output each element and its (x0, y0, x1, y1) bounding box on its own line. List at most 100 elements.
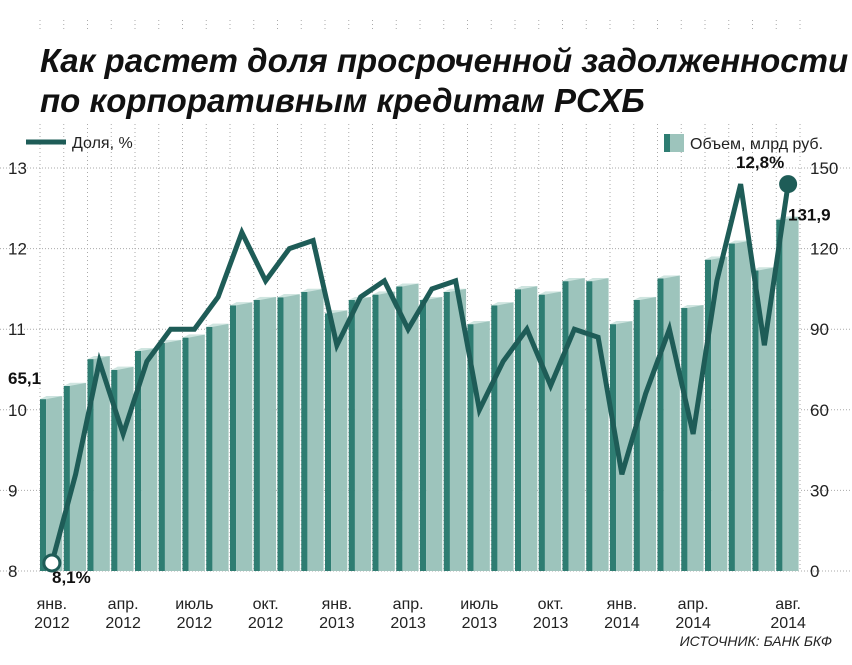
x-axis-month-label: окт. (253, 596, 279, 613)
bar-top (277, 294, 300, 298)
bar (46, 396, 63, 571)
legend-bar: Объем, млрд руб. (664, 134, 823, 153)
left-axis-tick-label: 9 (8, 481, 17, 500)
bar (568, 278, 585, 571)
bar-side (87, 359, 94, 571)
bar (141, 348, 158, 571)
left-axis-tick-label: 8 (8, 562, 17, 581)
bar-top (111, 366, 134, 370)
bar (497, 302, 514, 571)
bar (354, 296, 372, 571)
bar-top (515, 286, 538, 290)
bar-top (562, 278, 585, 282)
right-axis-tick-label: 150 (810, 159, 838, 178)
legend-bar-label: Объем, млрд руб. (690, 136, 823, 153)
source-note: ИСТОЧНИК: БАНК БКФ (680, 633, 832, 649)
bar-side (135, 351, 142, 571)
chart-title-line2: по корпоративным кредитам РСХБ (40, 82, 645, 119)
bar-top (752, 267, 775, 271)
bar-side (325, 313, 332, 571)
bar (212, 323, 229, 571)
bar-top (396, 283, 419, 287)
bar (449, 288, 467, 571)
right-axis-tick-label: 60 (810, 401, 829, 420)
bar (687, 305, 704, 571)
bar (592, 278, 609, 571)
bar (616, 321, 633, 571)
x-axis-month-label: янв. (37, 596, 67, 613)
bar-top (301, 288, 324, 292)
x-axis-year-label: 2012 (34, 615, 70, 632)
bar (711, 256, 728, 571)
bar-top (586, 278, 609, 282)
bar-side (182, 337, 189, 571)
bar-side (420, 299, 427, 571)
bar-top (681, 305, 704, 309)
bar (259, 296, 277, 571)
bar (93, 356, 110, 571)
bar (283, 294, 300, 571)
bar-side (633, 299, 640, 571)
bar (734, 240, 752, 572)
x-axis-year-label: 2012 (248, 615, 284, 632)
bar (378, 291, 395, 571)
bar-side (610, 324, 617, 571)
x-axis-year-label: 2013 (533, 615, 569, 632)
bar-top (491, 302, 514, 306)
bar-side (705, 259, 712, 571)
bar-side (538, 294, 545, 571)
bar-side (396, 286, 403, 571)
x-axis-month-label: апр. (108, 596, 139, 613)
bar-side (728, 243, 735, 572)
bar-top (230, 302, 253, 306)
title-box (20, 30, 832, 124)
bar-side (348, 299, 355, 571)
bar-side (681, 308, 688, 571)
bar-side (372, 294, 379, 571)
bar (639, 296, 657, 571)
bar-side (443, 291, 450, 571)
left-axis-tick-label: 10 (8, 401, 27, 420)
data-label: 8,1% (52, 568, 91, 587)
bar-side (657, 278, 664, 571)
bar-top (206, 323, 229, 327)
left-axis-tick-label: 12 (8, 240, 27, 259)
bar-top (728, 240, 752, 244)
bar (331, 310, 348, 571)
line-path (49, 183, 791, 564)
x-axis-month-label: апр. (393, 596, 424, 613)
bar (69, 382, 87, 571)
bar-top (182, 334, 205, 338)
right-axis-tick-label: 30 (810, 481, 829, 500)
bar (402, 283, 419, 571)
x-axis-month-label: июль (175, 596, 213, 613)
left-axis-tick-label: 13 (8, 159, 27, 178)
x-axis-year-label: 2014 (675, 615, 711, 632)
right-axis-tick-label: 90 (810, 320, 829, 339)
x-axis-month-label: окт. (538, 596, 564, 613)
bar (782, 216, 799, 571)
legend-line: Доля, % (26, 135, 133, 152)
bar (521, 286, 538, 571)
bar-side (253, 299, 260, 571)
bar-top (253, 296, 277, 300)
left-axis-tick-label: 11 (8, 320, 26, 339)
line-series: 65,1 131,9 8,1% 12,8% (8, 153, 831, 587)
bar-top (135, 348, 158, 352)
x-axis-month-label: янв. (607, 596, 637, 613)
bar-side (277, 297, 284, 571)
x-axis-year-label: 2013 (319, 615, 355, 632)
legend-line-label: Доля, % (72, 135, 133, 152)
bar (164, 339, 182, 571)
data-label: 65,1 (8, 369, 41, 388)
bar-side (301, 291, 308, 571)
x-axis-year-label: 2014 (604, 615, 640, 632)
x-axis-month-label: янв. (322, 596, 352, 613)
bar-side (586, 281, 593, 571)
legend-bar-side (664, 134, 670, 152)
chart-title-line1: Как растет доля просроченной задолженнос… (40, 42, 848, 79)
x-axis-month-label: авг. (775, 596, 801, 613)
bar-side (158, 342, 165, 571)
bar-side (40, 399, 47, 571)
